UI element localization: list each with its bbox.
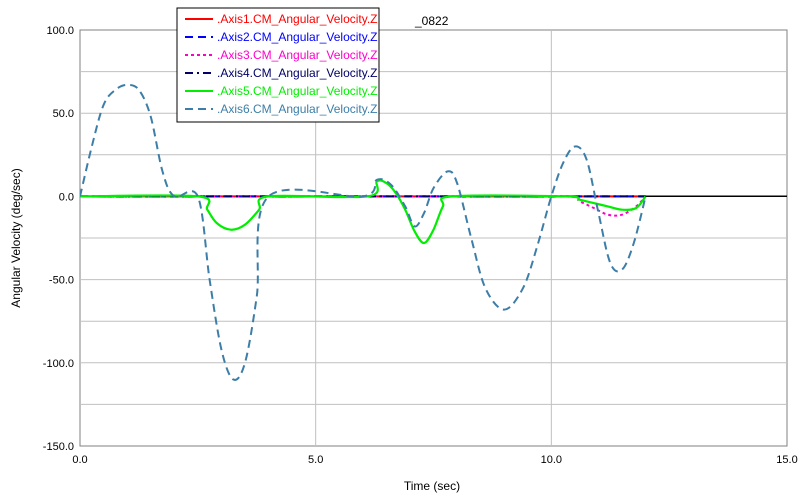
legend-label-axis5: .Axis5.CM_Angular_Velocity.Z bbox=[217, 84, 378, 98]
series-line-axis5 bbox=[80, 179, 647, 245]
x-tick-label: 0.0 bbox=[72, 454, 87, 466]
y-tick-label: 0.0 bbox=[59, 191, 74, 203]
legend-label-axis6: .Axis6.CM_Angular_Velocity.Z bbox=[217, 102, 378, 116]
chart-title: _0822 bbox=[414, 14, 449, 28]
x-tick-label: 10.0 bbox=[541, 454, 562, 466]
legend-label-axis1: .Axis1.CM_Angular_Velocity.Z bbox=[217, 12, 378, 26]
legend: .Axis1.CM_Angular_Velocity.Z .Axis2.CM_An… bbox=[176, 7, 380, 123]
y-tick-label: -50.0 bbox=[49, 275, 74, 287]
x-tick-label: 5.0 bbox=[308, 454, 323, 466]
legend-box bbox=[176, 7, 380, 123]
y-tick-label: -150.0 bbox=[43, 441, 74, 453]
y-tick-label: 50.0 bbox=[53, 108, 74, 120]
series-line-axis6 bbox=[80, 83, 647, 381]
y-tick-label: -100.0 bbox=[43, 358, 74, 370]
y-tick-label: 100.0 bbox=[46, 25, 74, 37]
series-layer bbox=[80, 83, 787, 381]
x-tick-label: 15.0 bbox=[776, 454, 797, 466]
legend-label-axis2: .Axis2.CM_Angular_Velocity.Z bbox=[217, 30, 378, 44]
y-tick-labels: 100.0 50.0 0.0 -50.0 -100.0 -150.0 bbox=[43, 25, 74, 453]
x-axis-title: Time (sec) bbox=[404, 479, 460, 493]
y-axis-title: Angular Velocity (deg/sec) bbox=[9, 168, 23, 307]
legend-label-axis3: .Axis3.CM_Angular_Velocity.Z bbox=[217, 48, 378, 62]
x-tick-labels: 0.0 5.0 10.0 15.0 bbox=[72, 454, 797, 466]
legend-label-axis4: .Axis4.CM_Angular_Velocity.Z bbox=[217, 66, 378, 80]
